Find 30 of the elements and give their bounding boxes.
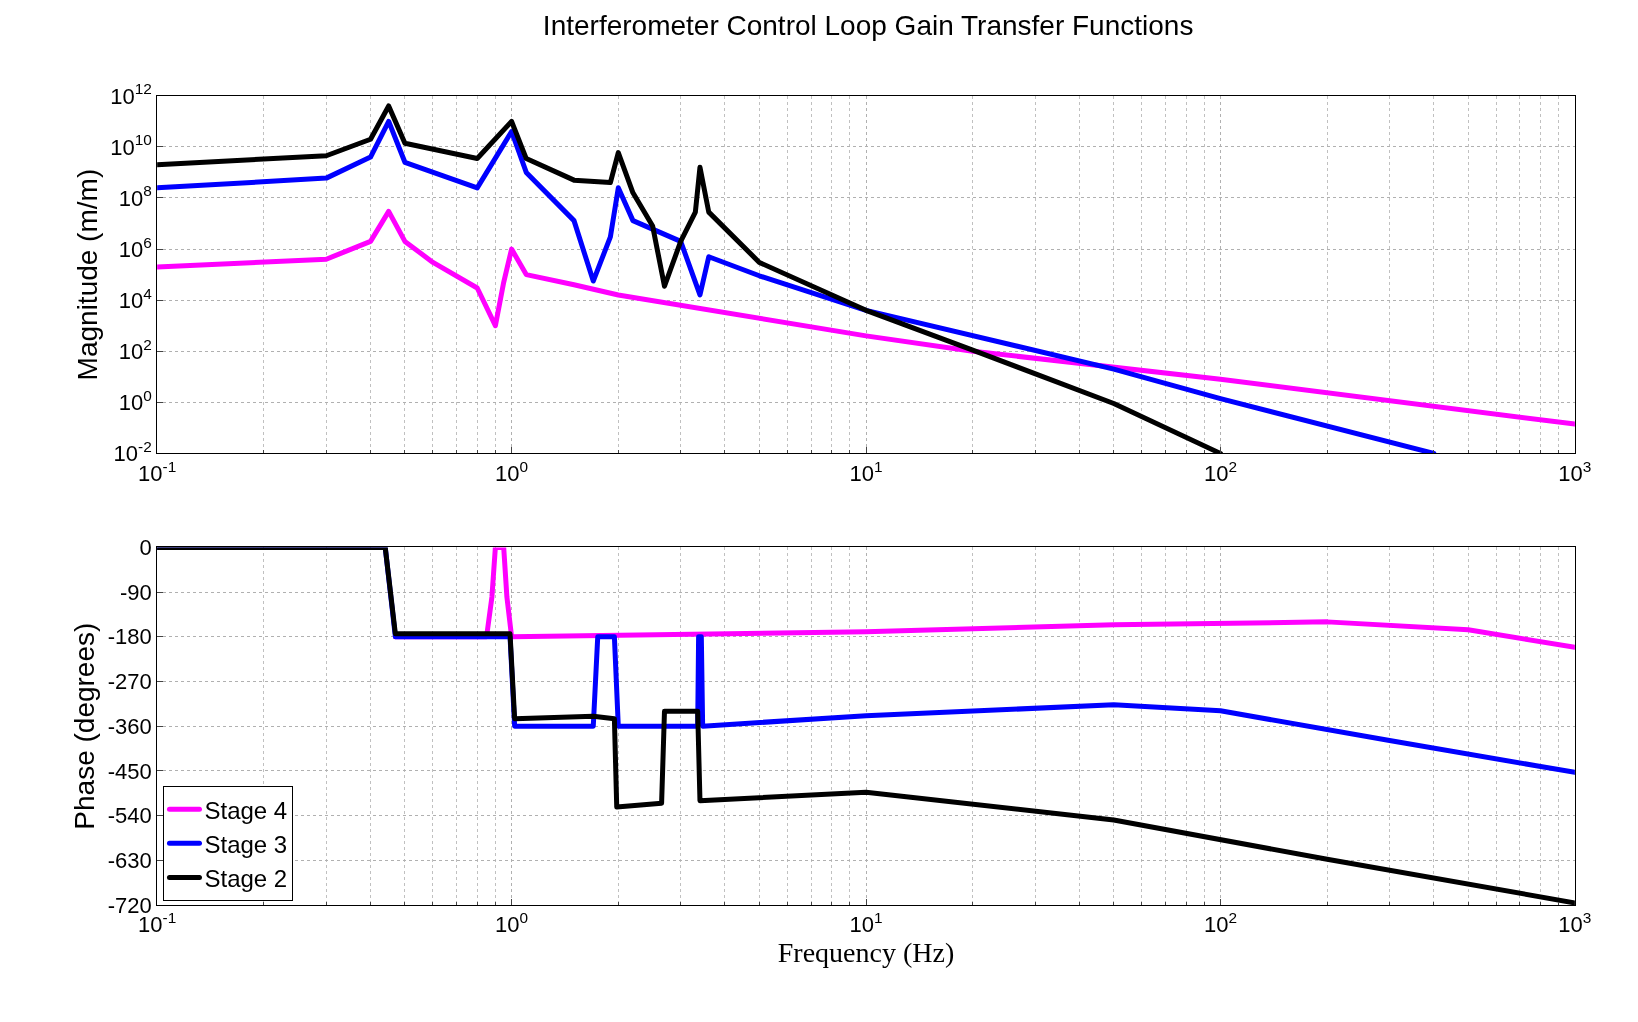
y-tick-label: 10$^{10}$ (110, 131, 152, 160)
y-tick-label: -270 (107, 669, 152, 695)
y-tick-label: -360 (107, 713, 152, 739)
legend-label: Stage 3 (204, 830, 288, 858)
x-tick-label: 10$^{2}$ (1203, 457, 1237, 486)
legend-label: Stage 2 (204, 864, 288, 892)
y-tick-label: 10$^{4}$ (118, 284, 153, 313)
y-axis-title: Magnitude (m/m) (71, 168, 103, 381)
x-axis-title: Frequency (Hz) (777, 937, 955, 969)
x-tick-label: 10$^{1}$ (849, 909, 883, 938)
y-axis-title: Phase (degrees) (69, 622, 101, 830)
x-tick-label: 10$^{2}$ (1203, 909, 1237, 938)
x-tick-label: 10$^{1}$ (849, 457, 883, 486)
chart-title: Interferometer Control Loop Gain Transfer Functions (542, 9, 1194, 41)
legend-label: Stage 4 (204, 796, 288, 824)
y-tick-label: -450 (107, 758, 152, 784)
x-tick-label: 10$^{3}$ (1558, 457, 1592, 486)
y-tick-label: -540 (107, 803, 152, 829)
y-tick-label: 10$^{0}$ (118, 386, 152, 416)
x-tick-label: 10$^{0}$ (495, 909, 529, 938)
y-tick-label: -180 (107, 624, 152, 650)
y-tick-label: 10$^{2}$ (118, 335, 152, 364)
y-tick-label: 10$^{12}$ (110, 80, 152, 109)
y-tick-label: 10$^{8}$ (118, 182, 152, 211)
y-tick-label: 0 (139, 535, 152, 561)
x-tick-label: 10$^{0}$ (495, 457, 529, 486)
y-tick-label: -630 (107, 847, 152, 873)
x-tick-label: 10$^{3}$ (1558, 909, 1592, 938)
y-tick-label: 10$^{6}$ (118, 233, 152, 262)
y-tick-label: -90 (119, 579, 152, 605)
